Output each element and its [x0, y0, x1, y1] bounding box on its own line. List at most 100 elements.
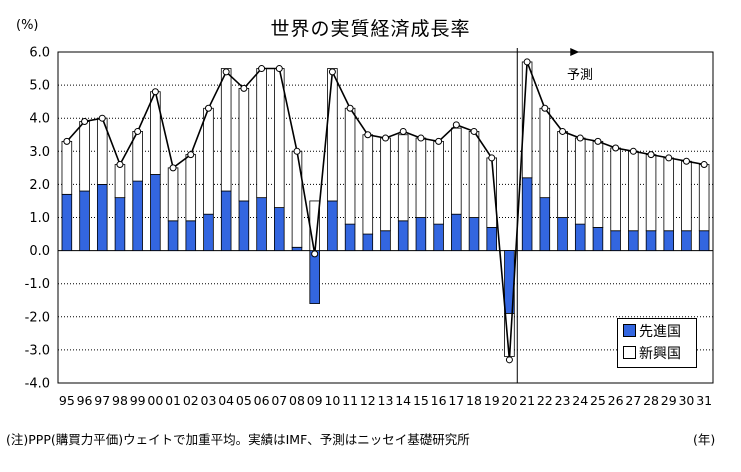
bar-advanced: [557, 217, 568, 251]
total-point: [81, 118, 89, 126]
total-point: [399, 127, 407, 135]
total-point: [665, 154, 673, 162]
x-tick-label: 27: [625, 393, 641, 408]
y-axis-ticks: 6.0 5.0 4.0 3.0 2.0 1.0 0.0 -1.0 -2.0 -3.0 -4.0: [25, 46, 50, 392]
bar-emerging: [238, 88, 250, 202]
x-tick-label: 13: [378, 393, 394, 408]
forecast-arrow-head: [570, 48, 580, 56]
unit-label: (%): [16, 18, 39, 33]
legend-swatch-advanced: [623, 324, 636, 337]
bar-advanced: [96, 183, 108, 251]
bar-emerging: [362, 134, 374, 235]
x-tick-label: 16: [431, 393, 447, 408]
legend-item-emerging: 新興国: [623, 345, 681, 363]
total-point: [488, 154, 496, 162]
y-tick-label: 6.0: [29, 46, 50, 61]
bar-advanced: [185, 220, 197, 251]
x-tick-label: 12: [360, 393, 376, 408]
x-tick-label: 18: [466, 393, 482, 408]
x-tick-label: 30: [678, 393, 694, 408]
bar-emerging: [628, 150, 639, 232]
x-tick-label: 20: [501, 393, 517, 408]
x-tick-label: 02: [183, 393, 199, 408]
y-tick-label: 0.0: [29, 244, 50, 259]
total-point: [204, 104, 212, 112]
bar-emerging: [663, 157, 675, 232]
total-point: [293, 147, 301, 155]
x-tick-label: 98: [112, 393, 128, 408]
total-point: [169, 164, 177, 172]
bar-emerging: [645, 154, 657, 232]
bar-advanced: [256, 197, 267, 251]
x-tick-label: 96: [77, 393, 93, 408]
bar-advanced: [327, 200, 338, 251]
legend-label-advanced: 先進国: [639, 324, 681, 340]
x-tick-label: 03: [201, 393, 217, 408]
bar-advanced: [274, 207, 285, 252]
total-point: [417, 134, 425, 142]
x-tick-label: 24: [572, 393, 588, 408]
total-point: [594, 137, 602, 145]
bar-emerging: [291, 150, 303, 248]
total-point: [275, 65, 283, 73]
y-tick-label: 3.0: [29, 145, 50, 160]
total-point: [700, 161, 708, 169]
bar-advanced: [238, 200, 250, 251]
bar-advanced: [628, 230, 639, 252]
bar-advanced: [220, 190, 232, 252]
total-point: [346, 104, 354, 112]
total-point: [311, 250, 319, 258]
axes: [57, 51, 714, 384]
plot-frame: [57, 51, 714, 384]
y-tick-label: 5.0: [29, 79, 50, 94]
total-line: [63, 58, 708, 364]
x-tick-label: 31: [696, 393, 712, 408]
bar-advanced: [592, 227, 604, 251]
x-tick-label: 95: [59, 393, 75, 408]
x-tick-label: 10: [324, 393, 340, 408]
x-tick-label: 06: [254, 393, 270, 408]
bar-advanced: [362, 233, 374, 252]
x-tick-label: 01: [165, 393, 181, 408]
bar-emerging: [433, 140, 444, 225]
bar-advanced: [486, 227, 497, 251]
bar-advanced: [150, 174, 161, 251]
total-point: [541, 104, 549, 112]
bar-emerging: [344, 107, 356, 225]
bar-advanced: [415, 217, 427, 251]
bar-advanced: [663, 230, 675, 252]
total-point: [222, 68, 230, 76]
bar-emerging: [274, 68, 285, 208]
bar-emerging: [415, 137, 427, 218]
x-tick-label: 21: [519, 393, 535, 408]
bar-emerging: [203, 107, 214, 215]
bar-advanced: [521, 177, 533, 251]
bar-advanced: [574, 223, 586, 251]
x-tick-label: 97: [94, 393, 110, 408]
legend-label-emerging: 新興国: [639, 346, 681, 362]
y-tick-label: 2.0: [29, 178, 50, 193]
x-tick-label: 19: [484, 393, 500, 408]
bar-advanced: [397, 220, 409, 251]
forecast-label: 予測: [567, 68, 594, 83]
bar-emerging: [397, 134, 409, 222]
x-tick-label: 28: [643, 393, 659, 408]
bar-emerging: [592, 140, 604, 228]
bar-emerging: [380, 137, 391, 232]
footnote: (注)PPP(購買力平価)ウェイトで加重平均。実績はIMF、予測はニッセイ基礎研…: [6, 432, 470, 447]
bar-advanced: [309, 250, 320, 304]
x-tick-label: 05: [236, 393, 252, 408]
bar-advanced: [291, 246, 303, 251]
bar-emerging: [557, 131, 568, 218]
x-axis-ticks: 95 96 97 98 99 00 01 02 03 04 05 06 07 08 09 10 11 12 13 14…: [59, 393, 712, 408]
y-tick-label: -2.0: [25, 310, 50, 325]
bar-emerging: [61, 140, 73, 195]
bar-emerging: [167, 167, 179, 222]
x-tick-label: 99: [130, 393, 146, 408]
bar-advanced: [451, 213, 462, 252]
total-point: [258, 65, 266, 73]
bar-emerging: [451, 127, 462, 215]
x-tick-label: 08: [289, 393, 305, 408]
bar-emerging: [468, 131, 480, 218]
